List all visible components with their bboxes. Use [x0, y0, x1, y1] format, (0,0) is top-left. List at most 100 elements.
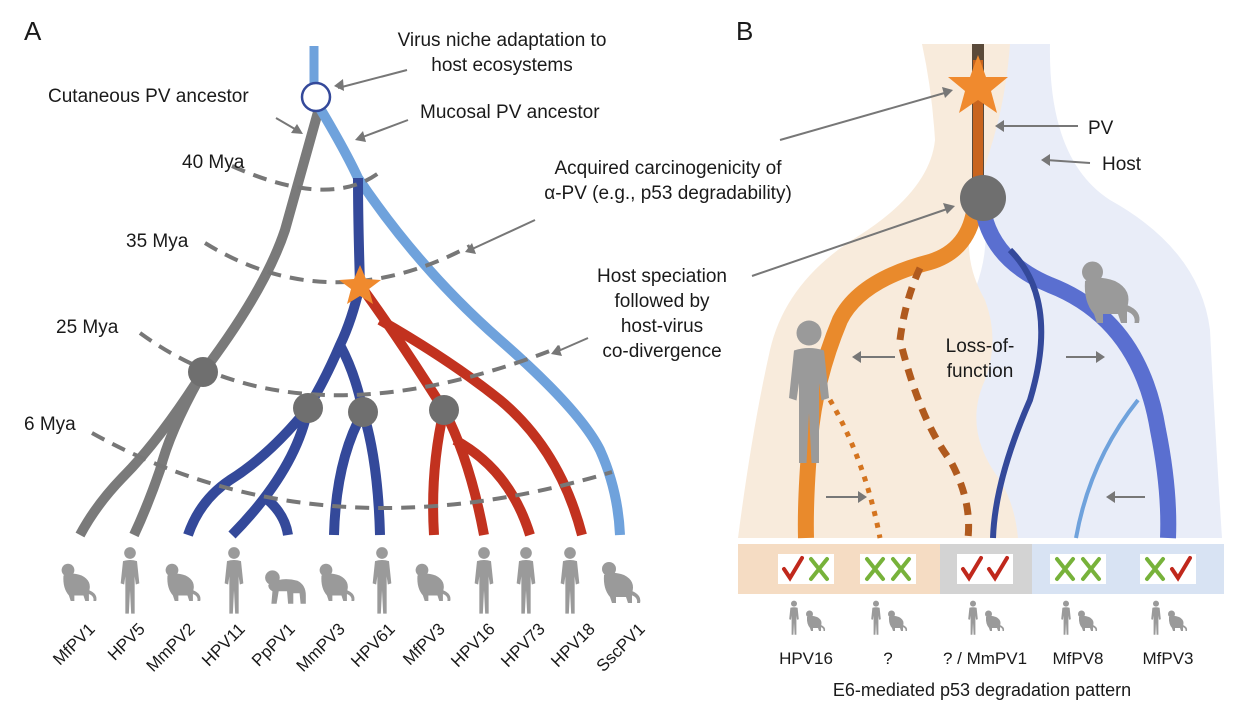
root-node: [300, 81, 332, 113]
arrow-from-carcino: [779, 91, 949, 141]
arrow-host: [1045, 159, 1091, 164]
small-monkey-icon: [806, 610, 826, 631]
time-label-25: 25 Mya: [56, 317, 119, 338]
label-speciation-1: Host speciation: [597, 266, 727, 287]
darkblue-branch-main: [303, 177, 366, 411]
label-speciation-4: co-divergence: [602, 341, 721, 362]
time-arc-6: [91, 431, 613, 511]
cross-icon: [809, 557, 829, 581]
pv-branch-human-dashed: [896, 266, 973, 539]
red-branch-hpv16: [439, 407, 489, 536]
label-speciation-3: host-virus: [621, 316, 703, 337]
host-human-icon: [560, 547, 580, 614]
label-carcinogenicity-2: α-PV (e.g., p53 degradability): [544, 183, 792, 204]
label-host: Host: [1102, 154, 1142, 175]
star-pv-origin: [948, 55, 1008, 113]
tip-label: MmPV3: [293, 619, 349, 675]
time-arc-25: [138, 331, 561, 398]
small-monkey-icon: [888, 610, 908, 631]
host-monkey-icon: [61, 563, 97, 601]
arrow-virus-niche: [337, 69, 408, 89]
darkblue-branch-pppv1: [264, 496, 293, 536]
tip-label: MfPV3: [399, 619, 449, 669]
pattern-cell: [957, 554, 1013, 584]
node-gray: [188, 357, 218, 387]
time-arc-35: [203, 241, 471, 285]
label-pv: PV: [1088, 118, 1114, 139]
panel-a-letter: A: [24, 16, 42, 46]
label-loss-2: function: [947, 361, 1014, 382]
label-cutaneous-ancestor: Cutaneous PV ancestor: [48, 86, 249, 107]
cross-icon: [865, 557, 885, 581]
host-monkey-icon: [602, 562, 641, 603]
tip-label: PpPV1: [248, 619, 299, 670]
check-icon: [987, 556, 1009, 582]
host-human-icon: [372, 547, 392, 614]
small-human-icon: [1151, 600, 1161, 635]
pattern-cell-label: MfPV3: [1142, 649, 1193, 668]
label-loss-1: Loss-of-: [946, 336, 1015, 357]
darkblue-branch-hpv61: [358, 410, 385, 536]
cross-icon: [1055, 557, 1075, 581]
tip-label: HPV61: [347, 619, 399, 671]
host-human-icon: [120, 547, 140, 614]
arrow-speciation: [555, 337, 589, 353]
tip-label: HPV5: [104, 619, 149, 664]
label-carcinogenicity-1: Acquired carcinogenicity of: [554, 158, 782, 179]
tip-label: HPV11: [198, 619, 249, 670]
tip-label: SscPV1: [593, 619, 649, 675]
pattern-caption: E6-mediated p53 degradation pattern: [833, 680, 1131, 700]
arrow-mucosal: [359, 119, 409, 139]
time-label-35: 35 Mya: [126, 231, 189, 252]
darkblue-branch-mmpv2: [183, 404, 312, 537]
pattern-cell-label: ? / MmPV1: [943, 649, 1027, 668]
node-blue-2: [348, 397, 378, 427]
node-blue-1: [293, 393, 323, 423]
pattern-cell-label: ?: [883, 649, 892, 668]
host-ape-icon: [265, 570, 306, 604]
label-virus-niche-1: Virus niche adaptation to: [398, 30, 607, 51]
pv-branch-human: [797, 203, 983, 539]
pattern-cells: HPV16? ? / MmPV1 MfPV8 MfPV3: [778, 554, 1196, 668]
small-human-icon: [871, 600, 881, 635]
tip-label: HPV18: [547, 619, 599, 671]
small-human-icon: [968, 600, 978, 635]
tip-label: MmPV2: [143, 619, 199, 675]
panel-b-letter: B: [736, 16, 753, 46]
time-label-40: 40 Mya: [182, 152, 245, 173]
pv-branch-monkey-thin: [990, 247, 1045, 539]
pattern-cell-label: HPV16: [779, 649, 833, 668]
small-monkey-icon: [985, 610, 1005, 631]
label-mucosal-ancestor: Mucosal PV ancestor: [420, 102, 600, 123]
darkblue-branch-mmpv3: [329, 409, 368, 536]
host-human-icon: [474, 547, 494, 614]
pv-branch-monkey: [974, 203, 1177, 539]
node-red: [429, 395, 459, 425]
small-human-icon: [1061, 600, 1071, 635]
small-monkey-icon: [1078, 610, 1098, 631]
lightblue-branch-sscpv1: [313, 102, 625, 536]
host-human-icon: [224, 547, 244, 614]
small-human-icon: [789, 600, 799, 635]
tip-label: MfPV1: [49, 619, 99, 669]
label-virus-niche-2: host ecosystems: [431, 55, 573, 76]
check-icon: [1170, 556, 1192, 582]
pv-branch-monkey-loss: [1074, 398, 1140, 539]
cross-icon: [891, 557, 911, 581]
time-arc-40: [231, 164, 382, 192]
host-monkey-icon: [415, 563, 451, 601]
arrow-carcinogenicity: [469, 219, 536, 251]
pv-branch-human-loss: [827, 398, 883, 539]
host-human-icon: [516, 547, 536, 614]
label-speciation-2: followed by: [614, 291, 710, 312]
small-monkey-icon: [1168, 610, 1188, 631]
tip-label: HPV16: [447, 619, 499, 671]
red-branch-mfpv3: [428, 408, 449, 536]
node-host-speciation: [960, 175, 1006, 221]
cross-icon: [1081, 557, 1101, 581]
check-icon: [782, 556, 804, 582]
arrow-from-speciation: [751, 207, 951, 277]
star-carcinogenicity: [339, 265, 381, 304]
time-label-6: 6 Mya: [24, 414, 76, 435]
